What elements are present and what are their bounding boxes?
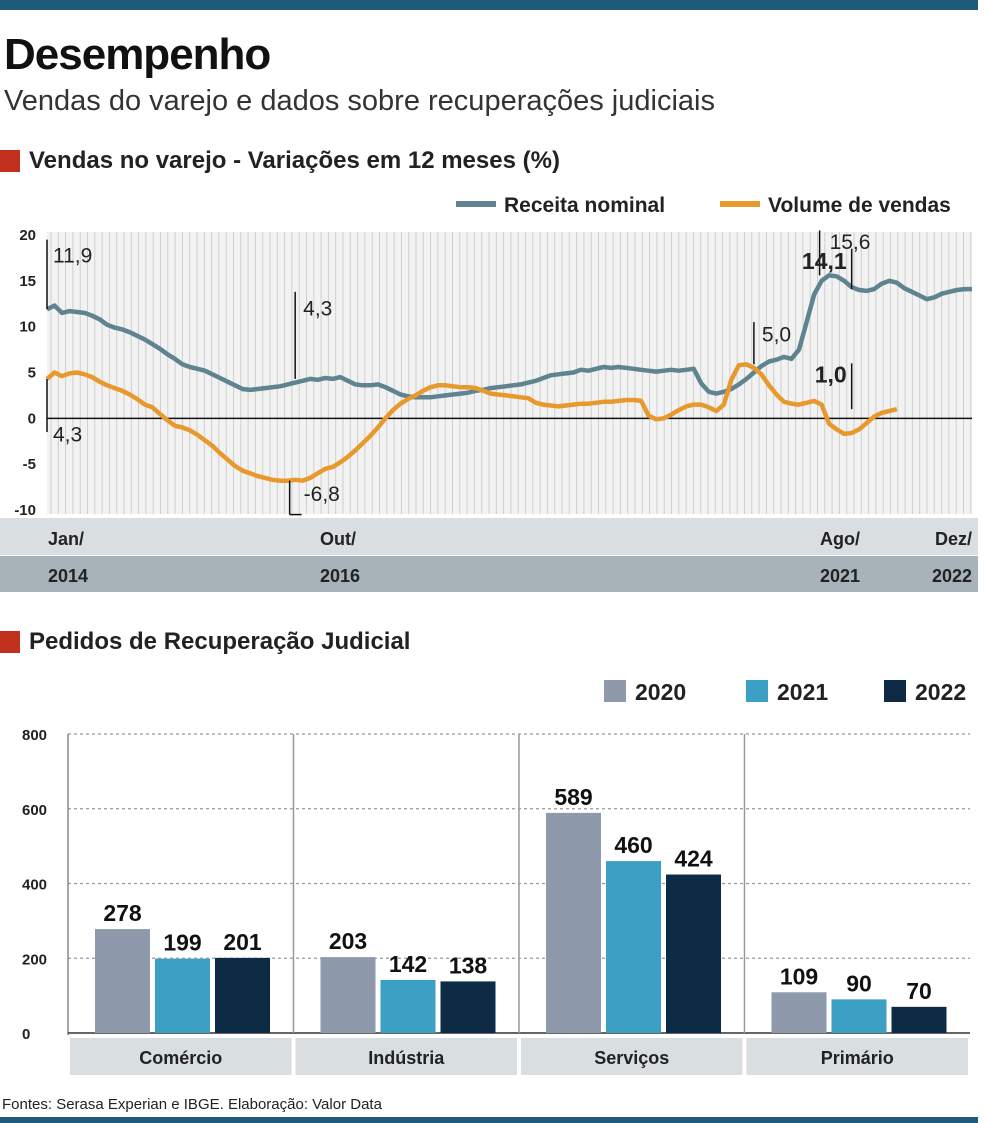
legend-label-2020: 2020: [635, 679, 686, 705]
bar-2022: [891, 1006, 947, 1033]
x-tick-month: Dez/: [935, 529, 972, 549]
y-tick-label: 15: [19, 273, 36, 290]
x-tick-year: 2021: [820, 566, 860, 586]
x-tick-year: 2022: [932, 566, 972, 586]
bar-value-label: 138: [449, 952, 488, 978]
y-tick-label: -10: [14, 502, 36, 519]
category-label: Comércio: [139, 1048, 222, 1068]
bar-2021: [155, 958, 210, 1033]
bar-value-label: 199: [163, 930, 201, 956]
y-tick-label: 600: [22, 802, 47, 819]
category-band: [746, 1038, 968, 1075]
data-label: 1,0: [815, 362, 847, 388]
bar-value-label: 203: [329, 928, 367, 954]
page-title: Desempenho: [4, 30, 271, 79]
bar-2022: [440, 981, 496, 1033]
x-tick-month: Jan/: [48, 529, 84, 549]
legend-label-receita: Receita nominal: [504, 194, 665, 217]
sources-footnote: Fontes: Serasa Experian e IBGE. Elaboraç…: [2, 1096, 382, 1113]
legend-swatch-2020: [604, 680, 626, 702]
bar-value-label: 142: [389, 951, 427, 977]
section-marker-square: [0, 631, 20, 653]
x-tick-year: 2014: [48, 566, 88, 586]
bar-2020: [320, 957, 376, 1033]
bar-2021: [831, 999, 887, 1033]
data-label: 4,3: [53, 423, 82, 446]
y-tick-label: 0: [22, 1026, 30, 1043]
category-band: [70, 1038, 292, 1075]
bar-value-label: 278: [103, 900, 142, 926]
y-tick-label: 10: [19, 319, 36, 336]
bar-value-label: 109: [780, 963, 818, 989]
bar-chart: 2020 2021 2022 800 600 400 200 0 278 199 201 Comérc…: [22, 679, 970, 1075]
series-line-receita: [46, 273, 972, 400]
data-label: -6,8: [304, 483, 340, 506]
bar-2020: [771, 992, 827, 1033]
y-tick-label: 200: [22, 951, 47, 968]
bar-value-label: 589: [554, 784, 592, 810]
data-label: 15,6: [830, 231, 871, 254]
x-axis-band-year: [0, 556, 978, 592]
category-band: [521, 1038, 743, 1075]
data-label: 4,3: [303, 298, 332, 321]
line-chart-title-text: Vendas no varejo - Variações em 12 meses…: [29, 147, 560, 174]
section-marker-square: [0, 150, 20, 172]
legend-label-2021: 2021: [777, 679, 828, 705]
data-label: 5,0: [762, 323, 791, 346]
category-label: Indústria: [368, 1048, 445, 1068]
data-label: 11,9: [53, 245, 92, 268]
data-label: 14,1: [802, 248, 847, 274]
y-tick-label: 5: [28, 365, 36, 382]
series-line-volume: [45, 362, 898, 483]
y-tick-label: -5: [23, 456, 36, 473]
category-label: Primário: [821, 1048, 894, 1068]
bar-value-label: 90: [846, 970, 872, 996]
bar-chart-title: Pedidos de Recuperação Judicial: [0, 628, 410, 656]
page-subtitle: Vendas do varejo e dados sobre recuperaç…: [4, 85, 715, 117]
bar-chart-title-text: Pedidos de Recuperação Judicial: [29, 628, 411, 655]
x-tick-year: 2016: [320, 566, 360, 586]
legend-swatch-2021: [746, 680, 768, 702]
bar-2021: [606, 861, 661, 1033]
bottom-border-bar: [0, 1117, 978, 1123]
bar-value-label: 70: [906, 978, 932, 1004]
bar-2022: [666, 874, 721, 1033]
bar-2022: [215, 957, 270, 1033]
bar-2020: [95, 929, 150, 1033]
category-label: Serviços: [594, 1048, 669, 1068]
line-chart: Receita nominal Volume de vendas 20 15 10 5 0 -…: [0, 194, 978, 592]
legend-swatch-2022: [884, 680, 906, 702]
x-axis-band-month: [0, 518, 978, 555]
legend-label-2022: 2022: [915, 679, 966, 705]
top-border-bar: [0, 0, 978, 10]
category-band: [295, 1038, 517, 1075]
y-tick-label: 800: [22, 727, 47, 744]
y-tick-label: 400: [22, 877, 47, 894]
y-tick-label: 0: [28, 410, 36, 427]
x-tick-month: Out/: [320, 529, 356, 549]
bar-2021: [380, 979, 436, 1033]
line-chart-title: Vendas no varejo - Variações em 12 meses…: [0, 147, 560, 175]
bar-value-label: 201: [223, 929, 262, 955]
bar-value-label: 424: [674, 846, 713, 872]
bar-value-label: 460: [614, 832, 652, 858]
x-tick-month: Ago/: [820, 529, 860, 549]
y-tick-label: 20: [19, 227, 36, 244]
legend-label-volume: Volume de vendas: [768, 194, 951, 217]
bar-2020: [546, 812, 601, 1033]
